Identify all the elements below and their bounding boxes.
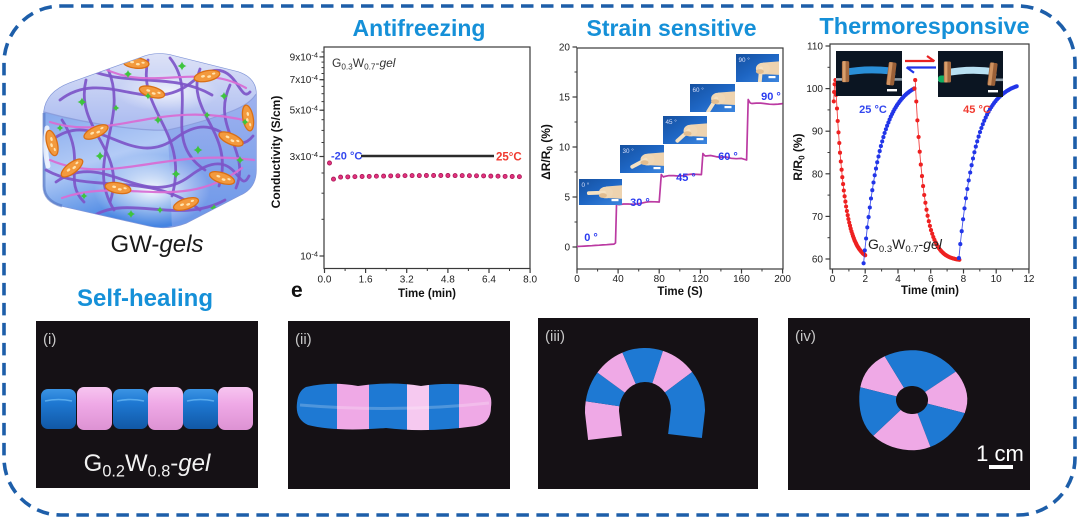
svg-text:Conductivity (S/cm): Conductivity (S/cm): [269, 96, 283, 209]
svg-text:160: 160: [733, 274, 750, 285]
svg-text:Antifreezing: Antifreezing: [353, 15, 486, 41]
svg-text:90 °: 90 °: [761, 91, 781, 103]
svg-text:3x10-4​: 3x10-4​: [290, 150, 318, 163]
svg-text:4.8: 4.8: [441, 275, 455, 286]
svg-text:60 °: 60 °: [693, 86, 705, 94]
svg-text:Thermoresponsive: Thermoresponsive: [819, 13, 1029, 39]
svg-text:3.2: 3.2: [400, 275, 414, 286]
svg-text:80: 80: [654, 274, 666, 285]
svg-text:15: 15: [559, 93, 571, 104]
svg-text:12: 12: [1023, 274, 1035, 285]
svg-text:G0.2​W0.8​-gel: G0.2​W0.8​-gel: [84, 450, 211, 480]
svg-text:8: 8: [961, 274, 967, 285]
svg-text:Time (S): Time (S): [657, 286, 702, 298]
svg-text:6.4: 6.4: [482, 275, 496, 286]
svg-text:9x10-4​: 9x10-4​: [290, 50, 318, 63]
svg-text:60 °: 60 °: [718, 151, 738, 163]
svg-text:GW-gels: GW-gels: [111, 231, 204, 258]
svg-text:7x10-4​: 7x10-4​: [290, 73, 318, 86]
svg-text:5: 5: [564, 193, 570, 204]
svg-text:20: 20: [559, 43, 571, 54]
svg-text:0: 0: [574, 274, 580, 285]
svg-text:60: 60: [812, 255, 824, 266]
svg-text:10: 10: [559, 143, 571, 154]
svg-text:110: 110: [807, 42, 823, 53]
svg-text:0.0: 0.0: [318, 275, 332, 286]
svg-text:(iv): (iv): [795, 328, 816, 345]
svg-text:6: 6: [928, 274, 934, 285]
svg-text:45 °: 45 °: [666, 118, 678, 126]
svg-text:G0.3​W0.7​-gel: G0.3​W0.7​-gel: [868, 236, 943, 255]
svg-text:G0.3​W0.7​-gel: G0.3​W0.7​-gel: [332, 56, 396, 72]
svg-text:1 cm: 1 cm: [976, 441, 1024, 466]
svg-text:30 °: 30 °: [623, 147, 635, 155]
svg-text:5x10-4​: 5x10-4​: [290, 104, 318, 117]
svg-text:2: 2: [862, 274, 868, 285]
svg-text:Time (min): Time (min): [398, 288, 456, 300]
svg-text:100: 100: [806, 84, 823, 95]
svg-text:(i): (i): [43, 331, 56, 348]
svg-text:80: 80: [812, 169, 824, 180]
svg-text:(iii): (iii): [545, 328, 565, 345]
svg-text:-20 °C: -20 °C: [331, 151, 362, 163]
svg-text:1.6: 1.6: [359, 275, 373, 286]
svg-text:4: 4: [895, 274, 901, 285]
svg-text:30 °: 30 °: [630, 197, 650, 209]
svg-text:25 °C: 25 °C: [859, 104, 887, 116]
svg-text:120: 120: [692, 274, 709, 285]
svg-text:200: 200: [774, 274, 791, 285]
svg-text:90 °: 90 °: [739, 56, 751, 64]
svg-text:e: e: [291, 279, 303, 302]
svg-text:25°C: 25°C: [496, 152, 522, 164]
svg-text:0 °: 0 °: [582, 181, 590, 189]
svg-text:10: 10: [991, 274, 1003, 285]
svg-text:R/R0 (%): R/R0 (%): [791, 133, 807, 180]
svg-text:Self-healing: Self-healing: [77, 285, 213, 312]
svg-text:ΔR/R0 (%): ΔR/R0 (%): [539, 124, 555, 180]
svg-text:10-4​: 10-4​: [300, 250, 318, 263]
svg-text:Time (min): Time (min): [901, 285, 959, 297]
svg-text:(ii): (ii): [295, 331, 312, 348]
svg-text:45 °C: 45 °C: [963, 104, 991, 116]
svg-text:45 °: 45 °: [676, 172, 696, 184]
svg-text:40: 40: [613, 274, 625, 285]
svg-text:0: 0: [564, 243, 570, 254]
svg-text:8.0: 8.0: [523, 275, 537, 286]
svg-text:0 °: 0 °: [584, 232, 598, 244]
svg-text:90: 90: [812, 127, 824, 138]
svg-text:0: 0: [830, 274, 836, 285]
svg-text:70: 70: [812, 212, 824, 223]
svg-text:Strain sensitive: Strain sensitive: [586, 15, 756, 41]
